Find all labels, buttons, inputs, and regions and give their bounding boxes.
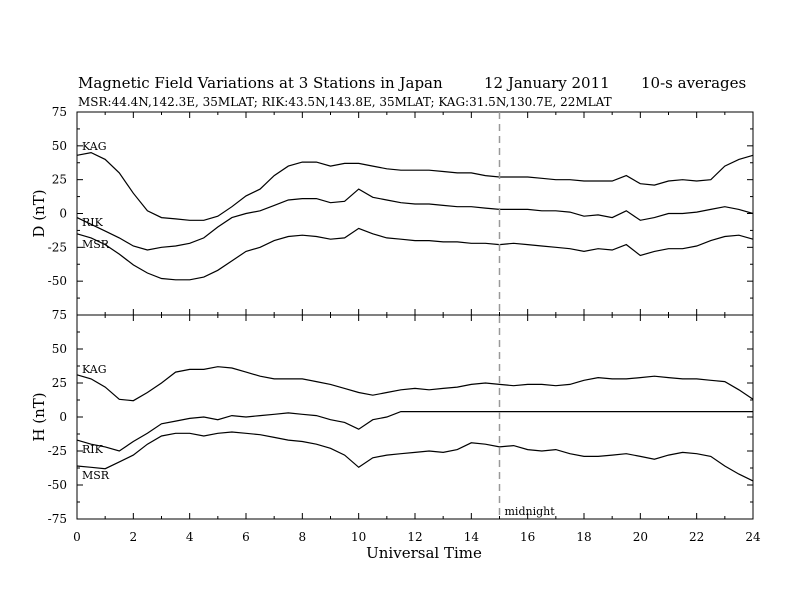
x-tick-label: 18 [576, 530, 591, 544]
x-tick-label: 6 [242, 530, 250, 544]
y-tick-label-H: 0 [59, 410, 67, 424]
chart-averaging: 10-s averages [641, 74, 746, 92]
panel-D: 75 50 25 0 -25 -50 D (nT) KAG RIK MSR [30, 105, 754, 316]
x-axis-label: Universal Time [366, 544, 482, 562]
x-tick-label: 22 [689, 530, 704, 544]
y-axis-label-H: H (nT) [30, 392, 48, 441]
series-line-D-kag [76, 151, 754, 221]
series-label-D-msr: MSR [82, 238, 110, 251]
series-label-H-kag: KAG [82, 363, 107, 376]
x-tick-label: 8 [299, 530, 307, 544]
y-tick-label-D: 75 [52, 105, 67, 119]
series-label-D-kag: KAG [82, 140, 107, 153]
chart-subtitle: MSR:44.4N,142.3E, 35MLAT; RIK:43.5N,143.… [78, 95, 612, 109]
series-line-H-rik [76, 411, 753, 452]
x-axis-ticks: 0 2 4 6 8 10 12 14 16 18 20 22 24 [73, 530, 761, 544]
y-tick-label-H: -25 [48, 444, 67, 458]
chart-title: Magnetic Field Variations at 3 Stations … [78, 74, 443, 92]
series-label-D-rik: RIK [82, 216, 104, 229]
series-label-H-msr: MSR [82, 469, 110, 482]
chart-date: 12 January 2011 [484, 74, 610, 92]
x-tick-label: 16 [520, 530, 535, 544]
y-tick-label-D: 25 [52, 173, 67, 187]
y-tick-label-H: 50 [52, 342, 67, 356]
series-line-D-msr [76, 227, 754, 281]
x-tick-label: 20 [633, 530, 648, 544]
y-tick-label-H: 25 [52, 376, 67, 390]
series-line-H-kag [76, 366, 754, 402]
midnight-label: midnight [505, 505, 556, 518]
x-tick-label: 12 [407, 530, 422, 544]
x-tick-label: 2 [130, 530, 138, 544]
series-line-D-rik [76, 188, 754, 251]
y-tick-label-H: -75 [48, 512, 67, 526]
y-axis-label-D: D (nT) [30, 189, 48, 237]
y-tick-label-D: 0 [59, 207, 67, 221]
x-tick-label: 10 [351, 530, 366, 544]
y-tick-label-D: -25 [48, 240, 67, 254]
y-tick-label-H: -50 [48, 478, 67, 492]
y-tick-label-D: 50 [52, 139, 67, 153]
series-line-H-msr [76, 431, 754, 482]
y-tick-label-H: 75 [52, 308, 67, 322]
chart-panels: 75 50 25 0 -25 -50 D (nT) KAG RIK MSR 75 50 25 0 -25 -5… [30, 105, 754, 526]
x-tick-label: 24 [745, 530, 761, 544]
panel-frame-D [76, 111, 754, 316]
x-tick-label: 0 [73, 530, 81, 544]
y-tick-label-D: -50 [48, 274, 67, 288]
x-tick-label: 14 [464, 530, 480, 544]
x-tick-label: 4 [186, 530, 194, 544]
panel-H: 75 50 25 0 -25 -50 -75 H (nT) KAG RIK MSR [30, 308, 754, 526]
series-label-H-rik: RIK [82, 443, 104, 456]
panel-frame-H [76, 314, 754, 520]
